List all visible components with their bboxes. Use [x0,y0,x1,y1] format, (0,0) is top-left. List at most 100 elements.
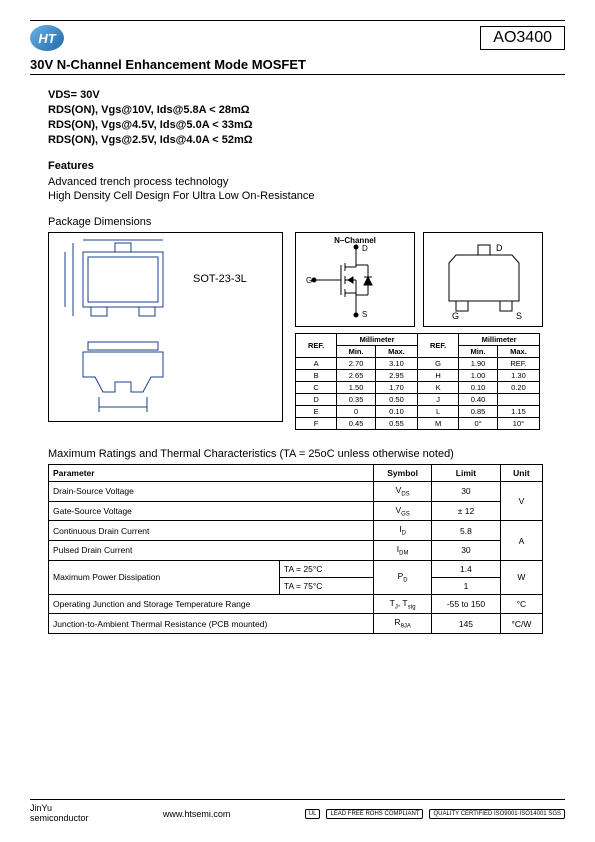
header: HT AO3400 [30,25,565,51]
ratings-heading: Maximum Ratings and Thermal Characterist… [48,448,565,460]
part-number: AO3400 [480,26,565,50]
ul-badge: UL [305,809,321,819]
rat-limit: ± 12 [432,501,501,521]
package-svg: SOT-23-3L [53,237,278,417]
dimension-table: REF. Millimeter REF. Millimeter Min. Max… [295,333,540,430]
rat-limit: -55 to 150 [432,594,501,614]
dim-cell: 1.15 [497,406,539,418]
rat-sym: VGS [374,501,432,521]
svg-text:D: D [362,244,368,253]
feature-item: Advanced trench process technology [48,176,565,188]
rat-sym: TJ, Tstg [374,594,432,614]
dim-th: REF. [296,334,337,358]
dim-cell: REF. [497,358,539,370]
spec-line: RDS(ON), Vgs@2.5V, Ids@4.0A < 52mΩ [48,134,565,146]
spec-block: VDS= 30V RDS(ON), Vgs@10V, Ids@5.8A < 28… [48,89,565,146]
dim-cell: F [296,418,337,430]
dim-cell: 0.45 [337,418,376,430]
dim-cell: 2.65 [337,370,376,382]
rat-param: Maximum Power Dissipation [49,560,280,594]
dim-cell: K [417,382,458,394]
dim-cell: 0.10 [459,382,498,394]
dim-cell: 1.30 [497,370,539,382]
rat-th: Parameter [49,465,374,482]
dim-cell: E [296,406,337,418]
dim-cell: C [296,382,337,394]
dim-cell: 3.10 [375,358,417,370]
dim-th: Millimeter [337,334,418,346]
dim-th: Min. [459,346,498,358]
footer-badges: UL LEAD FREE ROHS COMPLIANT QUALITY CERT… [305,809,565,819]
dim-th: Min. [337,346,376,358]
dim-cell: M [417,418,458,430]
svg-text:G: G [452,311,459,321]
footer: JinYu semiconductor www.htsemi.com UL LE… [30,799,565,824]
dim-cell: 1.00 [459,370,498,382]
dim-cell: 0.35 [337,394,376,406]
svg-text:S: S [362,310,367,319]
rat-limit: 30 [432,482,501,502]
rat-param: Operating Junction and Storage Temperatu… [49,594,374,614]
dim-cell: 0.85 [459,406,498,418]
logo-badge: HT [30,25,64,51]
rat-limit: 30 [432,541,501,561]
features-list: Advanced trench process technology High … [48,176,565,202]
svg-text:S: S [516,311,522,321]
rat-unit: °C [500,594,542,614]
dim-cell: 0.50 [375,394,417,406]
dim-cell: 1.90 [459,358,498,370]
svg-text:G: G [306,276,312,285]
rat-param: Drain-Source Voltage [49,482,374,502]
rat-param: Pulsed Drain Current [49,541,374,561]
spec-line: RDS(ON), Vgs@10V, Ids@5.8A < 28mΩ [48,104,565,116]
rat-limit: 5.8 [432,521,501,541]
rat-cond: TA = 75°C [279,577,373,594]
dim-cell: 0 [337,406,376,418]
dim-cell: D [296,394,337,406]
package-heading: Package Dimensions [48,216,565,228]
dim-cell: 1.50 [337,382,376,394]
page-title: 30V N-Channel Enhancement Mode MOSFET [30,53,565,75]
spec-line: VDS= 30V [48,89,565,101]
rat-limit: 1.4 [432,560,501,577]
rat-sym: ID [374,521,432,541]
features-heading: Features [48,160,565,172]
dim-cell: 2.95 [375,370,417,382]
dim-th: Millimeter [459,334,540,346]
dim-th: Max. [375,346,417,358]
dim-cell: B [296,370,337,382]
rat-sym: IDM [374,541,432,561]
logo: HT [30,25,64,51]
dim-cell: 1.70 [375,382,417,394]
rat-param: Continuous Drain Current [49,521,374,541]
feature-item: High Density Cell Design For Ultra Low O… [48,190,565,202]
rat-unit: V [500,482,542,521]
package-diagram: SOT-23-3L [48,232,283,422]
schematic-diagram: N–Channel D [295,232,415,327]
rat-th: Unit [500,465,542,482]
rat-param: Gate-Source Voltage [49,501,374,521]
rat-cond: TA = 25°C [279,560,373,577]
rat-sym: RθJA [374,614,432,634]
pinout-diagram: D G S [423,232,543,327]
rat-th: Limit [432,465,501,482]
dim-cell: 0.10 [375,406,417,418]
dim-cell [497,394,539,406]
rat-limit: 145 [432,614,501,634]
footer-url: www.htsemi.com [163,809,231,819]
dim-cell: 10° [497,418,539,430]
rat-param: Junction-to-Ambient Thermal Resistance (… [49,614,374,634]
spec-line: RDS(ON), Vgs@4.5V, Ids@5.0A < 33mΩ [48,119,565,131]
dim-cell: 0.40 [459,394,498,406]
dim-th: Max. [497,346,539,358]
dim-cell: 0.20 [497,382,539,394]
dim-cell: G [417,358,458,370]
package-label: SOT-23-3L [193,273,247,285]
footer-company: semiconductor [30,814,89,824]
rat-unit: A [500,521,542,560]
dim-cell: 2.70 [337,358,376,370]
rat-sym: PD [374,560,432,594]
ratings-table: Parameter Symbol Limit Unit Drain-Source… [48,464,543,634]
dim-th: REF. [417,334,458,358]
rat-unit: W [500,560,542,594]
